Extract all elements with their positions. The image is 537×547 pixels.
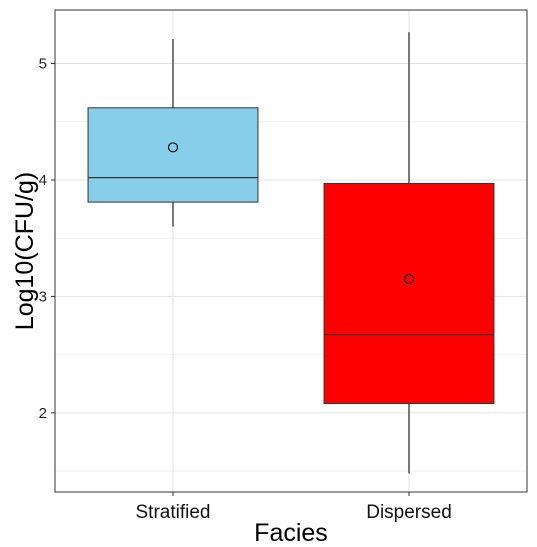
boxes <box>87 32 495 474</box>
x-axis: Stratified Dispersed <box>136 492 452 523</box>
y-axis: 2 3 4 5 <box>39 56 55 422</box>
x-axis-title: Facies <box>254 519 328 547</box>
x-tick-label: Dispersed <box>366 502 452 523</box>
y-tick-label: 3 <box>39 288 47 305</box>
box-stratified <box>87 39 259 227</box>
plot-panel <box>54 9 528 493</box>
y-axis-title: Log10(CFU/g) <box>11 172 39 330</box>
mean-marker <box>167 142 179 153</box>
box-body <box>323 182 495 405</box>
box-dispersed <box>323 32 495 474</box>
mean-marker <box>403 273 415 284</box>
y-tick-label: 5 <box>39 56 47 73</box>
y-tick-label: 2 <box>39 405 47 422</box>
x-tick-label: Stratified <box>136 502 211 523</box>
y-tick-label: 4 <box>39 172 47 189</box>
box-body <box>87 107 259 203</box>
